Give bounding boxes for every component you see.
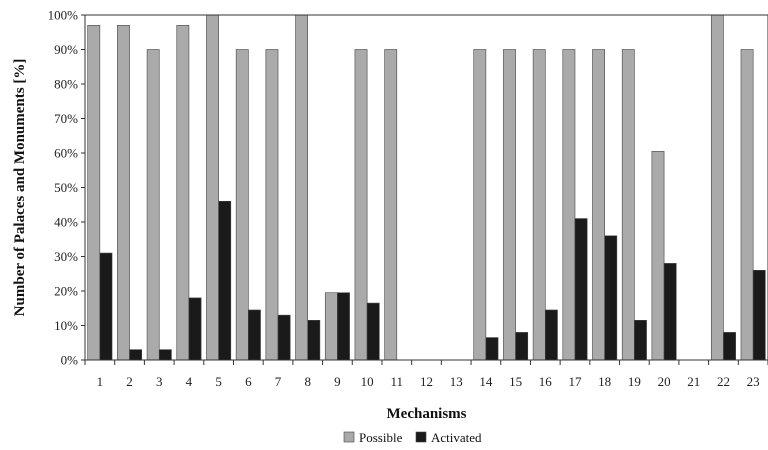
y-tick-label: 70%: [54, 111, 78, 126]
y-tick-label: 60%: [54, 146, 78, 161]
x-tick-label: 9: [334, 374, 341, 389]
legend: Possible Activated: [343, 430, 482, 445]
bar-possible-22: [710, 14, 724, 361]
y-tick-label: 10%: [54, 318, 78, 333]
legend-label-possible: Possible: [359, 430, 403, 445]
bar-activated-8: [307, 320, 321, 361]
y-tick-label: 100%: [48, 8, 79, 23]
bar-possible-5: [206, 14, 219, 361]
bars-group: [87, 14, 766, 361]
y-tick-label: 50%: [54, 180, 78, 195]
x-tick-label: 3: [156, 374, 163, 389]
y-tick-label: 0%: [61, 353, 79, 368]
bar-activated-18: [604, 235, 618, 361]
x-tick-label: 15: [509, 374, 522, 389]
x-tick-label: 22: [717, 374, 730, 389]
bar-activated-23: [752, 269, 766, 361]
bar-possible-2: [117, 25, 130, 361]
x-tick-label: 11: [391, 374, 404, 389]
bar-activated-14: [485, 337, 499, 361]
legend-swatch-activated: [415, 431, 427, 443]
y-tick-label: 80%: [54, 77, 78, 92]
bar-possible-18: [592, 49, 605, 361]
y-axis-title: Number of Palaces and Monuments [%]: [12, 59, 28, 317]
bar-possible-23: [740, 49, 754, 361]
bar-possible-11: [384, 49, 398, 361]
x-tick-label: 17: [568, 374, 582, 389]
bar-activated-7: [277, 314, 291, 361]
bar-activated-16: [544, 309, 558, 361]
x-tick-label: 1: [97, 374, 104, 389]
x-tick-label: 5: [215, 374, 222, 389]
bar-possible-20: [651, 150, 665, 361]
bar-activated-10: [366, 302, 380, 361]
x-tick-label: 16: [539, 374, 553, 389]
x-tick-label: 6: [245, 374, 252, 389]
legend-swatch-possible: [343, 431, 355, 443]
bar-possible-3: [146, 49, 160, 361]
bar-activated-6: [248, 309, 261, 361]
bar-possible-19: [621, 49, 635, 361]
bar-activated-9: [337, 292, 350, 361]
bar-possible-4: [176, 25, 190, 361]
bar-activated-15: [515, 332, 529, 361]
y-axis: 0% 10% 20% 30% 40% 50% 60% 70% 80% 90% 100%: [48, 8, 85, 368]
bar-activated-2: [129, 349, 143, 361]
bar-possible-9: [324, 292, 338, 361]
x-axis: 1 2 3 4 5 6 7 8 9 10 11 12 13 14 15 16 17 18 19 20 21 22 23: [84, 360, 768, 389]
bar-possible-1: [87, 25, 101, 361]
bar-activated-17: [574, 218, 588, 361]
bar-activated-20: [663, 263, 677, 361]
x-axis-title: Mechanisms: [387, 406, 467, 422]
y-tick-label: 90%: [54, 42, 78, 57]
bar-possible-15: [503, 49, 516, 361]
bar-activated-5: [218, 201, 232, 361]
x-tick-label: 2: [126, 374, 133, 389]
y-tick-label: 30%: [54, 249, 78, 264]
y-tick-label: 20%: [54, 284, 78, 299]
x-tick-label: 19: [628, 374, 641, 389]
x-tick-label: 4: [186, 374, 193, 389]
x-tick-label: 12: [420, 374, 433, 389]
y-tick-label: 40%: [54, 215, 78, 230]
x-tick-label: 18: [598, 374, 611, 389]
legend-label-activated: Activated: [431, 430, 482, 445]
bar-possible-7: [265, 49, 279, 361]
bar-possible-6: [235, 49, 249, 361]
x-tick-label: 14: [479, 374, 493, 389]
bar-activated-1: [99, 252, 113, 361]
bar-possible-8: [295, 14, 309, 361]
x-tick-label: 23: [747, 374, 760, 389]
x-tick-label: 20: [658, 374, 671, 389]
bar-activated-19: [634, 320, 647, 361]
x-tick-label: 7: [275, 374, 282, 389]
bar-possible-10: [354, 49, 368, 361]
bar-activated-4: [188, 297, 202, 361]
x-tick-label: 21: [687, 374, 700, 389]
bar-possible-14: [473, 49, 487, 361]
bar-activated-22: [723, 332, 736, 361]
bar-possible-17: [562, 49, 576, 361]
x-tick-label: 8: [304, 374, 311, 389]
bar-activated-3: [158, 349, 172, 361]
x-tick-label: 10: [361, 374, 374, 389]
x-tick-label: 13: [450, 374, 463, 389]
bar-possible-16: [532, 49, 546, 361]
